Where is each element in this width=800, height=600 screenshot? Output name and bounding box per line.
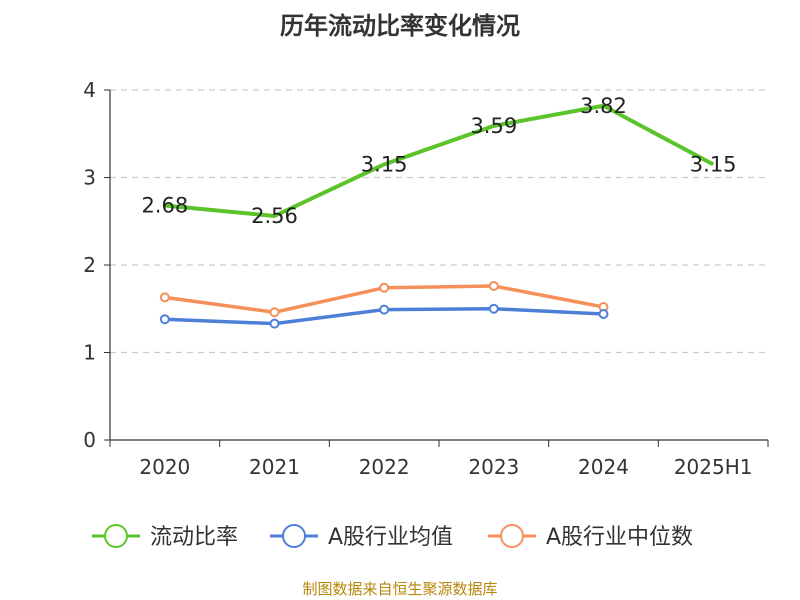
legend-label: A股行业中位数 [546,525,693,550]
data-label: 3.15 [361,152,408,176]
series-line [164,103,715,218]
data-point [269,318,280,329]
legend-label: 流动比率 [150,525,238,550]
legend-marker [500,524,524,548]
data-label: 2.56 [251,204,298,228]
y-tick-label: 3 [83,166,96,190]
grid-lines [110,89,768,354]
data-point [488,303,499,314]
legend-label: A股行业均值 [328,525,453,550]
chart-title: 历年流动比率变化情况 [280,12,520,40]
data-labels: 2.68 2.56 3.15 3.59 3.82 3.15 [141,94,736,228]
data-point [269,307,280,318]
legend-marker [104,524,128,548]
x-tick-label: 2022 [359,455,410,479]
axes: 0 1 2 3 4 2020 2021 2022 2023 2024 2025H1 [83,78,769,479]
x-tick-label: 2020 [139,455,190,479]
x-tick-label: 2025H1 [674,455,753,479]
y-tick-label: 2 [83,253,96,277]
data-label: 3.82 [580,94,627,118]
y-tick-label: 1 [83,341,96,365]
source-note: 制图数据来自恒生聚源数据库 [302,580,498,598]
y-tick-label: 0 [83,428,96,452]
data-point [488,281,499,291]
legend-marker [282,524,306,548]
data-label: 3.59 [470,114,517,138]
x-tick-label: 2023 [468,455,519,479]
data-point [379,304,390,315]
data-point [159,292,170,303]
y-tick-label: 4 [83,78,96,102]
x-tick-label: 2024 [578,455,629,479]
series-lines [159,103,715,329]
data-point [379,282,390,293]
legend: 流动比率 A股行业均值 A股行业中位数 [92,524,693,550]
data-label: 3.15 [690,152,737,176]
data-point [159,314,170,325]
x-tick-label: 2021 [249,455,300,479]
data-label: 2.68 [141,194,188,218]
data-point [598,309,609,319]
